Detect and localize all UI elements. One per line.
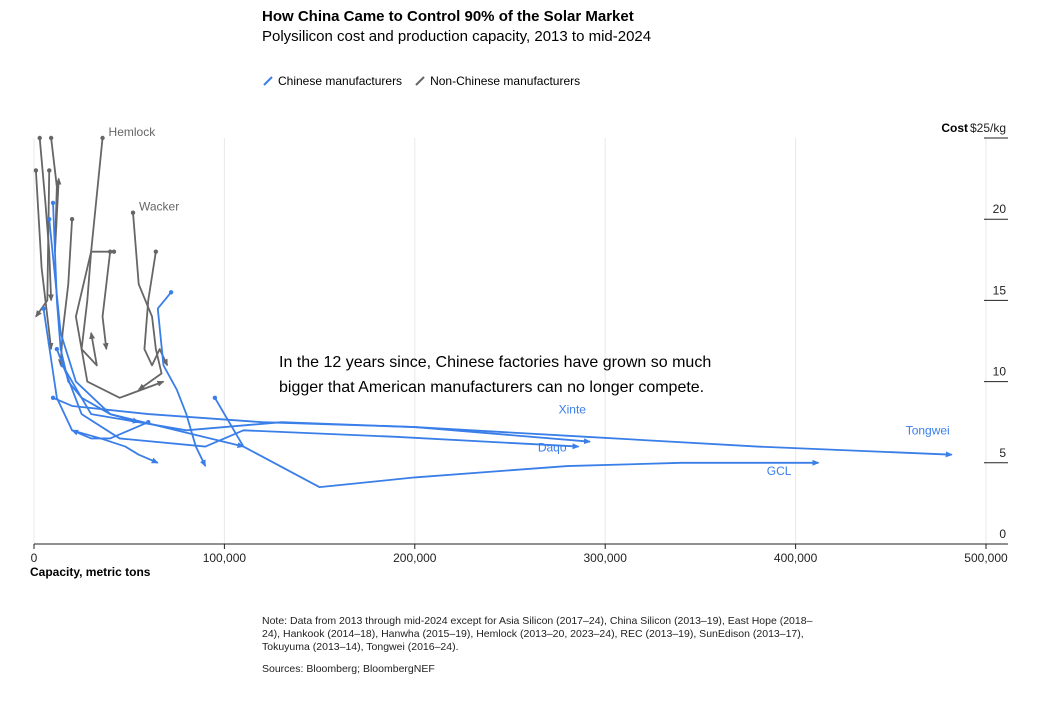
y-tick-label: 5	[999, 446, 1006, 460]
series-line	[35, 170, 51, 318]
series-start-point	[41, 306, 46, 311]
x-tick-label: 300,000	[584, 551, 628, 565]
series-start-point	[37, 135, 42, 141]
series-line	[71, 421, 149, 440]
series-start-point	[153, 249, 159, 254]
series-group	[33, 135, 953, 489]
y-tick-label: 0	[999, 527, 1006, 541]
series-start-point	[69, 217, 75, 222]
chart-title: How China Came to Control 90% of the Sol…	[262, 8, 634, 25]
series-line	[143, 251, 169, 367]
series-label: Hemlock	[109, 125, 157, 139]
series-line	[58, 219, 73, 367]
x-tick-label: 200,000	[393, 551, 437, 565]
series-line	[52, 202, 140, 424]
series-start-point	[168, 290, 174, 295]
x-tick-label: 400,000	[774, 551, 818, 565]
footer-sources: Sources: Bloomberg; BloombergNEF	[262, 663, 435, 675]
series-start-point	[54, 346, 60, 352]
x-axis-label: Capacity, metric tons	[30, 565, 151, 579]
series-label: GCL	[767, 464, 792, 478]
legend-label-chinese: Chinese manufacturers	[278, 74, 403, 88]
annotation-line-2: bigger that American manufacturers can n…	[279, 379, 704, 396]
series-start-point	[146, 420, 151, 425]
legend-label-non-chinese: Non-Chinese manufacturers	[430, 74, 581, 88]
series-label: Wacker	[139, 200, 179, 214]
series-line	[61, 364, 591, 445]
series-line	[74, 250, 165, 399]
chinese-arrow-icon	[263, 76, 273, 86]
series-line	[101, 251, 112, 351]
y-tick-label: 20	[993, 202, 1007, 216]
series-label: Tongwei	[906, 424, 950, 438]
x-tick-label: 100,000	[203, 551, 247, 565]
series-start-point	[50, 395, 56, 401]
annotation-line-1: In the 12 years since, Chinese factories…	[279, 354, 711, 371]
y-axis-label: Cost	[941, 121, 968, 135]
series-label: Daqo	[538, 441, 567, 455]
series-start-point	[100, 135, 105, 141]
legend-item-non-chinese: Non-Chinese manufacturers	[414, 74, 580, 88]
series-line	[156, 291, 207, 467]
series-start-point	[50, 200, 56, 206]
footer-note: Note: Data from 2013 through mid-2024 ex…	[262, 615, 813, 653]
series-start-point	[212, 395, 218, 401]
legend: Chinese manufacturers Non-Chinese manufa…	[262, 74, 580, 88]
chart-area: Hemlock Wacker Tongwei Xinte Daqo GCL 0 100,00…	[30, 121, 1008, 579]
legend-item-chinese: Chinese manufacturers	[262, 74, 402, 88]
non-chinese-arrow-icon	[415, 76, 425, 86]
series-line	[48, 219, 245, 449]
x-tick-label: 500,000	[964, 551, 1008, 565]
series-start-point	[47, 168, 52, 173]
axes: 0 100,000 200,000 300,000 400,000 500,000 0 5 10…	[30, 121, 1008, 579]
series-start-point	[111, 249, 117, 254]
series-line	[56, 348, 580, 450]
series-line	[35, 170, 54, 351]
series-line	[38, 137, 54, 302]
series-start-point	[130, 210, 136, 215]
x-tick-label: 0	[31, 551, 38, 565]
series-line	[52, 397, 953, 458]
series-start-point	[33, 168, 39, 173]
grid	[33, 138, 987, 544]
series-label: Xinte	[559, 403, 587, 417]
series-line	[132, 212, 163, 391]
series-start-point	[48, 135, 54, 141]
series-start-point	[107, 249, 113, 254]
y-tick-label: $25/kg	[970, 121, 1006, 135]
chart-subtitle: Polysilicon cost and production capacity…	[262, 28, 652, 45]
series-labels: Hemlock Wacker Tongwei Xinte Daqo GCL	[109, 125, 950, 478]
series-line	[50, 137, 62, 253]
series-line	[80, 137, 104, 367]
series-start-point	[47, 217, 52, 222]
y-tick-label: 10	[993, 365, 1007, 379]
y-tick-label: 15	[993, 283, 1007, 297]
